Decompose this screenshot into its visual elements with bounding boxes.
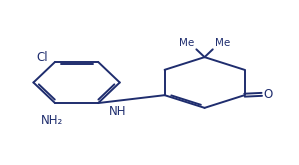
Text: Me: Me: [214, 38, 230, 48]
Text: NH: NH: [109, 105, 127, 118]
Text: O: O: [264, 88, 273, 101]
Text: Me: Me: [179, 38, 195, 48]
Text: Cl: Cl: [36, 50, 48, 64]
Text: NH₂: NH₂: [41, 114, 63, 127]
